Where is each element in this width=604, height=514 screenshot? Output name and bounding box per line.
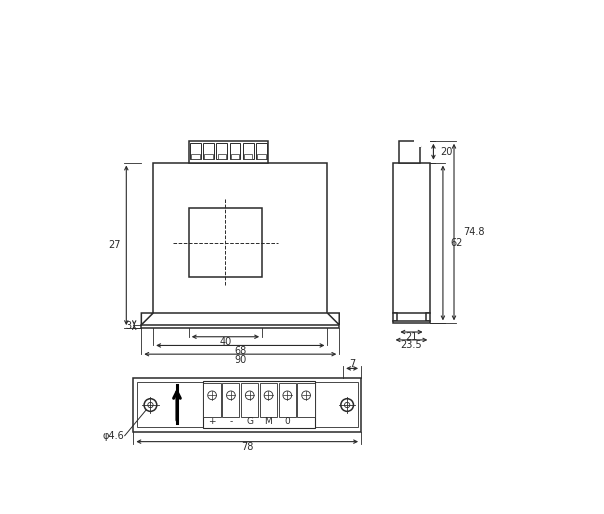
Text: 0: 0 [284,417,290,426]
Bar [216,143,227,159]
Text: 78: 78 [241,442,254,452]
Text: G: G [246,417,253,426]
Bar [137,382,358,427]
Bar [153,162,327,313]
Text: 27: 27 [108,241,120,250]
Text: +: + [208,417,216,426]
Bar [393,313,397,321]
Text: 3: 3 [125,321,131,332]
Bar [425,313,430,321]
Bar [217,154,226,159]
Bar [278,383,296,417]
Bar [243,143,254,159]
Text: 62: 62 [450,238,463,248]
Bar [298,383,315,417]
Bar [230,143,240,159]
Bar [191,154,200,159]
Bar [189,208,262,278]
Bar [133,378,361,432]
Text: 21: 21 [405,332,417,342]
Polygon shape [327,313,339,325]
Text: 74.8: 74.8 [463,227,484,237]
Bar [241,383,259,417]
Text: -: - [230,417,233,426]
Bar [203,381,315,428]
Bar [414,140,421,147]
Text: 90: 90 [234,355,246,365]
Polygon shape [141,313,153,325]
Bar [189,141,268,162]
Bar [244,154,252,159]
Text: 20: 20 [440,146,453,157]
Bar [190,143,201,159]
Bar [203,143,214,159]
Bar [257,154,266,159]
Bar [393,162,430,313]
Bar [204,383,220,417]
Bar [260,383,277,417]
Text: M: M [265,417,272,426]
Bar [141,325,339,328]
Text: 68: 68 [234,346,246,356]
Bar [393,321,430,323]
Bar [231,154,239,159]
Bar [222,383,240,417]
Text: 23.5: 23.5 [400,340,422,350]
Text: 7: 7 [349,359,355,369]
Bar [204,154,213,159]
Text: 40: 40 [219,337,231,347]
Bar [256,143,267,159]
Bar [399,141,420,162]
Text: φ4.6: φ4.6 [102,431,124,440]
